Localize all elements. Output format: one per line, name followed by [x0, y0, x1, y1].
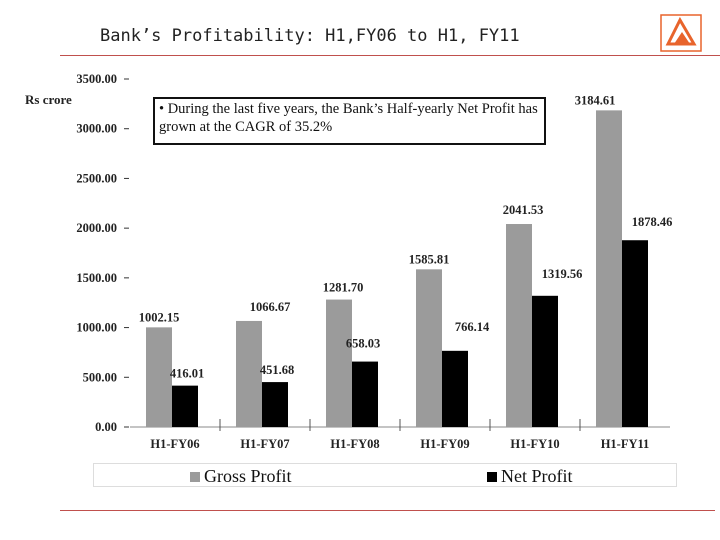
legend-item-gross-profit: Gross Profit	[190, 466, 292, 487]
legend-item-net-profit: Net Profit	[487, 466, 573, 487]
data-label-gross-profit-h1-fy06: 1002.15	[139, 310, 180, 324]
bar-gross-profit-h1-fy08	[326, 299, 352, 427]
legend-swatch-gross-profit	[190, 471, 200, 482]
bar-net-profit-h1-fy10	[532, 295, 558, 427]
bar-net-profit-h1-fy07	[262, 382, 288, 427]
x-tick-label: H1-FY11	[601, 437, 650, 451]
bar-gross-profit-h1-fy09	[416, 269, 442, 427]
y-tick-label: 3000.00	[76, 122, 117, 136]
data-label-gross-profit-h1-fy07: 1066.67	[250, 300, 291, 314]
data-label-gross-profit-h1-fy09: 1585.81	[409, 252, 450, 266]
legend-swatch-net-profit	[487, 471, 497, 482]
y-tick-label: 1500.00	[76, 271, 117, 285]
title-rule	[60, 55, 720, 56]
y-tick-label: 2000.00	[76, 221, 117, 235]
x-tick-label: H1-FY08	[330, 437, 379, 451]
y-tick-label: 1000.00	[76, 321, 117, 335]
x-tick-label: H1-FY07	[240, 437, 289, 451]
bar-net-profit-h1-fy06	[172, 385, 198, 427]
bar-net-profit-h1-fy08	[352, 361, 378, 427]
x-tick-label: H1-FY06	[150, 437, 199, 451]
legend-label-net-profit: Net Profit	[501, 466, 573, 486]
y-tick-label: 0.00	[95, 420, 117, 434]
footer-rule	[60, 510, 715, 511]
x-tick-label: H1-FY10	[510, 437, 559, 451]
y-axis-unit-label: Rs crore	[25, 92, 72, 107]
data-label-net-profit-h1-fy07: 451.68	[260, 363, 294, 377]
legend-label-gross-profit: Gross Profit	[204, 466, 292, 486]
data-label-net-profit-h1-fy11: 1878.46	[632, 215, 673, 229]
chart-legend: Gross Profit Net Profit	[93, 463, 677, 487]
bar-gross-profit-h1-fy06	[146, 327, 172, 427]
y-tick-label: 3500.00	[76, 72, 117, 86]
page-title: Bank’s Profitability: H1,FY06 to H1, FY1…	[100, 26, 520, 46]
bar-net-profit-h1-fy11	[622, 240, 648, 427]
bar-net-profit-h1-fy09	[442, 350, 468, 427]
y-tick-label: 2500.00	[76, 171, 117, 185]
data-label-net-profit-h1-fy08: 658.03	[346, 337, 380, 351]
y-tick-label: 500.00	[83, 370, 117, 384]
data-label-net-profit-h1-fy06: 416.01	[170, 367, 204, 381]
data-label-net-profit-h1-fy09: 766.14	[455, 320, 490, 334]
x-tick-label: H1-FY09	[420, 437, 469, 451]
bank-logo-icon	[660, 14, 702, 52]
bar-gross-profit-h1-fy11	[596, 110, 622, 428]
data-label-gross-profit-h1-fy11: 3184.61	[575, 93, 616, 107]
data-label-net-profit-h1-fy10: 1319.56	[542, 267, 583, 281]
cagr-callout: • During the last five years, the Bank’s…	[153, 97, 546, 145]
bar-gross-profit-h1-fy07	[236, 320, 262, 427]
data-label-gross-profit-h1-fy10: 2041.53	[503, 203, 544, 217]
data-label-gross-profit-h1-fy08: 1281.70	[323, 281, 364, 295]
bar-gross-profit-h1-fy10	[506, 224, 532, 427]
